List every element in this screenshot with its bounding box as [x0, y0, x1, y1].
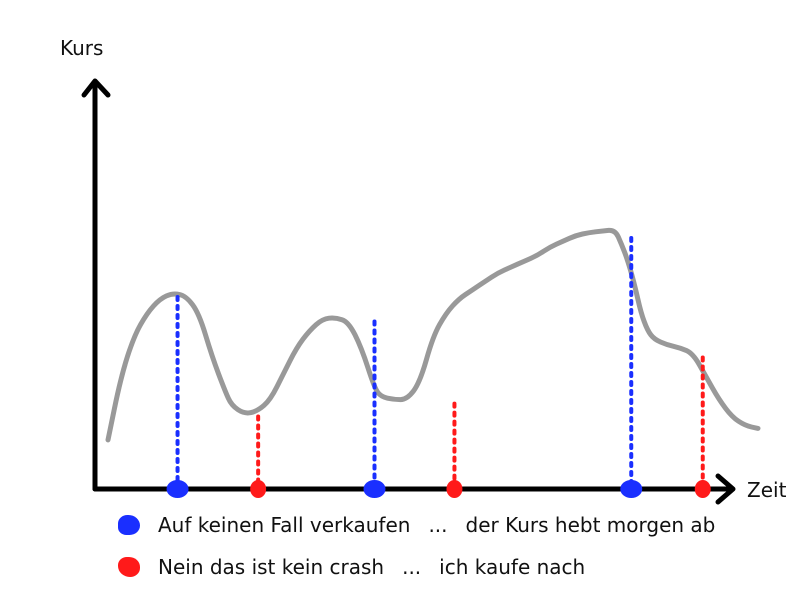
marker-blue-1: [166, 480, 189, 498]
marker-red-4: [446, 480, 463, 498]
legend-swatch-blue: [118, 515, 140, 535]
marker-red-2: [250, 480, 267, 498]
marker-blue-5: [620, 480, 643, 498]
y-axis-arrowhead: [81, 78, 111, 98]
price-layer: [105, 227, 761, 443]
legend-comment-red: ich kaufe nach: [439, 555, 586, 579]
price-line: [105, 227, 761, 443]
y-axis-label: Kurs: [60, 36, 103, 60]
x-axis-arrowhead: [715, 473, 736, 505]
legend-item-red: Nein das ist kein crash ... ich kaufe na…: [118, 555, 585, 579]
legend-dots-blue: ...: [428, 513, 448, 537]
legend-dots-red: ...: [402, 555, 422, 579]
x-axis-label: Zeit: [747, 478, 787, 502]
legend-comment-blue: der Kurs hebt morgen ab: [465, 513, 716, 537]
legend-item-blue: Auf keinen Fall verkaufen ... der Kurs h…: [118, 513, 715, 537]
legend-label-red: Nein das ist kein crash: [158, 555, 385, 579]
drop-lines-layer: [175, 236, 705, 485]
markers-layer: [166, 480, 711, 498]
legend-label-blue: Auf keinen Fall verkaufen: [158, 513, 411, 537]
marker-blue-3: [363, 480, 386, 498]
marker-red-6: [694, 480, 711, 498]
legend-swatch-red: [118, 557, 140, 577]
